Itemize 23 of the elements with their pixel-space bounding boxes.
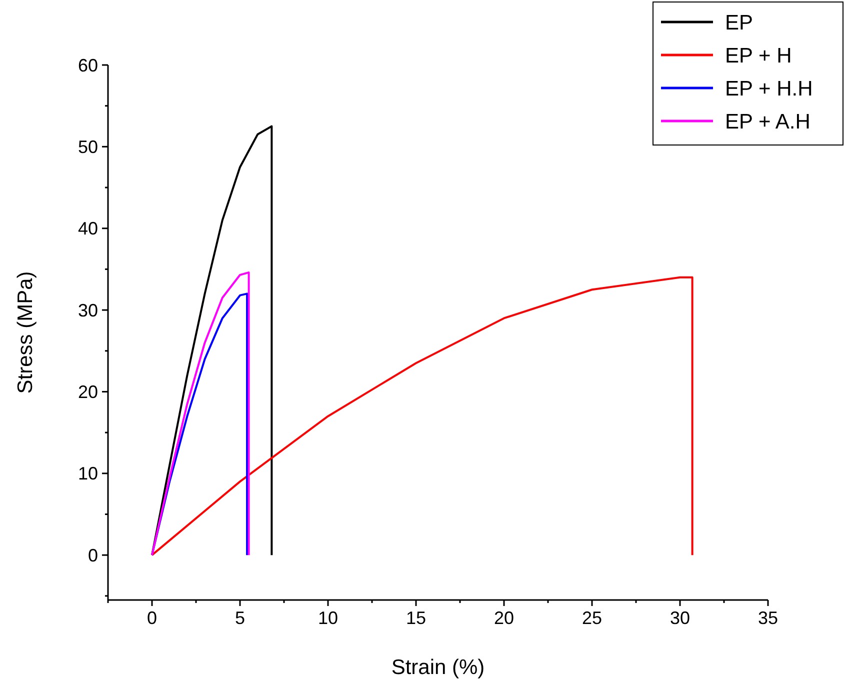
x-tick-label: 0: [146, 608, 158, 628]
x-axis-title: Strain (%): [391, 656, 485, 679]
x-tick-label: 15: [406, 608, 426, 628]
line-series: [151, 276, 694, 556]
x-tick-label: 20: [494, 608, 514, 628]
legend-label: EP: [725, 11, 754, 34]
x-tick-label: 35: [758, 608, 778, 628]
y-tick-label: 50: [78, 136, 98, 157]
y-tick-label: 20: [78, 382, 98, 402]
x-tick-label: 10: [318, 608, 338, 628]
x-tick-label: 30: [670, 608, 690, 628]
x-tick-label: 25: [582, 608, 602, 628]
y-tick-label: 60: [78, 55, 98, 76]
legend-label: EP + H: [725, 44, 792, 68]
legend-label: EP + A.H: [725, 110, 810, 134]
y-tick-label: 0: [88, 545, 98, 566]
y-tick-label: 10: [78, 464, 98, 484]
y-tick-label: 40: [78, 218, 98, 239]
y-axis-title: Stress (MPa): [14, 271, 37, 394]
legend-label: EP + H.H: [725, 77, 813, 100]
x-tick-label: 5: [234, 608, 246, 628]
y-tick-label: 30: [78, 300, 98, 320]
line-series: [151, 125, 273, 556]
